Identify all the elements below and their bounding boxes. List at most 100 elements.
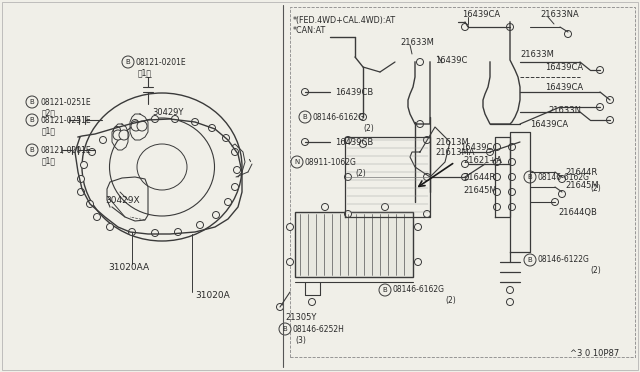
- Circle shape: [299, 111, 311, 123]
- Text: 21644R: 21644R: [463, 173, 495, 182]
- Circle shape: [232, 148, 239, 155]
- Text: 〈2〉: 〈2〉: [42, 109, 56, 118]
- Text: 08911-1062G: 08911-1062G: [305, 157, 357, 167]
- Circle shape: [321, 203, 328, 211]
- Circle shape: [559, 190, 566, 198]
- Circle shape: [344, 173, 351, 180]
- Text: 21633NA: 21633NA: [540, 10, 579, 19]
- Circle shape: [552, 199, 559, 205]
- Circle shape: [88, 148, 95, 155]
- Text: B: B: [29, 117, 35, 123]
- Text: 21633N: 21633N: [548, 106, 581, 115]
- Circle shape: [26, 114, 38, 126]
- Circle shape: [493, 203, 500, 211]
- Text: (2): (2): [363, 124, 374, 132]
- Circle shape: [415, 224, 422, 231]
- Circle shape: [26, 96, 38, 108]
- Text: 〈1〉: 〈1〉: [42, 126, 56, 135]
- Text: 16439CA: 16439CA: [545, 83, 583, 92]
- Circle shape: [564, 31, 572, 38]
- Text: 30429X: 30429X: [105, 196, 140, 205]
- Text: 16439C: 16439C: [460, 142, 492, 151]
- Circle shape: [381, 203, 388, 211]
- Text: N: N: [294, 159, 300, 165]
- Circle shape: [26, 144, 38, 156]
- Circle shape: [461, 23, 468, 31]
- Circle shape: [232, 183, 239, 190]
- Circle shape: [607, 96, 614, 103]
- Circle shape: [493, 144, 500, 151]
- Circle shape: [493, 158, 500, 166]
- Circle shape: [119, 130, 129, 140]
- Circle shape: [524, 254, 536, 266]
- Circle shape: [99, 137, 106, 144]
- Text: B: B: [125, 59, 131, 65]
- Circle shape: [77, 189, 84, 196]
- Circle shape: [152, 230, 159, 237]
- Text: 08121-0251E: 08121-0251E: [40, 97, 91, 106]
- Circle shape: [509, 144, 515, 151]
- Text: 08146-6162G: 08146-6162G: [313, 112, 365, 122]
- Circle shape: [113, 126, 120, 134]
- Text: 16439CA: 16439CA: [530, 119, 568, 128]
- Text: ^3 0 10P87: ^3 0 10P87: [570, 350, 620, 359]
- Circle shape: [86, 201, 93, 208]
- Text: (3): (3): [295, 336, 306, 344]
- Circle shape: [360, 141, 367, 148]
- Text: 30429Y: 30429Y: [152, 108, 184, 116]
- Text: 21644QB: 21644QB: [558, 208, 597, 217]
- Circle shape: [209, 125, 216, 131]
- Text: B: B: [29, 147, 35, 153]
- Circle shape: [301, 89, 308, 96]
- Text: B: B: [527, 174, 532, 180]
- Circle shape: [291, 156, 303, 168]
- Circle shape: [417, 58, 424, 65]
- Text: 31020A: 31020A: [195, 291, 230, 299]
- Circle shape: [234, 167, 241, 173]
- Text: 08146-6122G: 08146-6122G: [538, 256, 590, 264]
- Circle shape: [379, 284, 391, 296]
- Circle shape: [287, 224, 294, 231]
- Text: *CAN:AT: *CAN:AT: [293, 26, 326, 35]
- Circle shape: [301, 138, 308, 145]
- Circle shape: [77, 176, 84, 183]
- Circle shape: [506, 23, 513, 31]
- Circle shape: [424, 137, 431, 144]
- Text: 16439C: 16439C: [435, 55, 467, 64]
- Text: 08121-0251E: 08121-0251E: [40, 115, 91, 125]
- Circle shape: [93, 214, 100, 221]
- Text: 08146-6252H: 08146-6252H: [293, 324, 345, 334]
- Text: 〈1〉: 〈1〉: [138, 68, 152, 77]
- Circle shape: [212, 212, 220, 218]
- Text: 08146-6162G: 08146-6162G: [538, 173, 590, 182]
- Circle shape: [509, 203, 515, 211]
- Circle shape: [223, 135, 230, 141]
- Circle shape: [493, 173, 500, 180]
- Circle shape: [596, 103, 604, 110]
- Circle shape: [131, 119, 138, 126]
- Circle shape: [506, 298, 513, 305]
- Circle shape: [506, 286, 513, 294]
- Circle shape: [81, 161, 88, 169]
- Circle shape: [196, 221, 204, 228]
- Text: 21613MA: 21613MA: [435, 148, 474, 157]
- Circle shape: [172, 115, 179, 122]
- Text: 08121-0201E: 08121-0201E: [40, 145, 91, 154]
- Text: 08121-0201E: 08121-0201E: [136, 58, 187, 67]
- Text: B: B: [29, 99, 35, 105]
- Text: B: B: [303, 114, 307, 120]
- Circle shape: [308, 298, 316, 305]
- Circle shape: [129, 228, 136, 235]
- Circle shape: [424, 173, 431, 180]
- Circle shape: [287, 259, 294, 266]
- Circle shape: [152, 115, 159, 122]
- Circle shape: [276, 304, 284, 311]
- Text: 16439CA: 16439CA: [462, 10, 500, 19]
- Text: 21613M: 21613M: [435, 138, 468, 147]
- Text: 21633M: 21633M: [400, 38, 434, 46]
- Text: B: B: [383, 287, 387, 293]
- Text: 16439CB: 16439CB: [335, 87, 373, 96]
- Circle shape: [137, 121, 147, 131]
- Text: 21645M: 21645M: [463, 186, 497, 195]
- Text: 08146-6162G: 08146-6162G: [393, 285, 445, 295]
